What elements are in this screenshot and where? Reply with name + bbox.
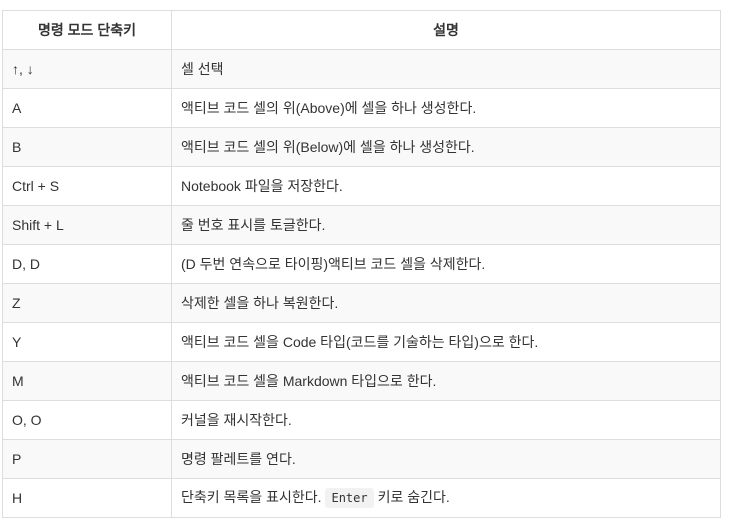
table-row: Shift + L 줄 번호 표시를 토글한다.	[2, 205, 721, 245]
shortcut-key: M	[2, 361, 172, 401]
shortcut-key: B	[2, 127, 172, 167]
table-header-row: 명령 모드 단축키 설명	[2, 10, 721, 50]
shortcut-description: 단축키 목록을 표시한다. Enter 키로 숨긴다.	[171, 478, 721, 518]
shortcut-table: 명령 모드 단축키 설명 ↑, ↓ 셀 선택 A 액티브 코드 셀의 위(Abo…	[2, 10, 721, 518]
table-row: B 액티브 코드 셀의 위(Below)에 셀을 하나 생성한다.	[2, 127, 721, 167]
table-row: M 액티브 코드 셀을 Markdown 타입으로 한다.	[2, 361, 721, 401]
shortcut-key: P	[2, 439, 172, 479]
description-text: 키로 숨긴다.	[377, 489, 450, 505]
table-row: P 명령 팔레트를 연다.	[2, 439, 721, 479]
shortcut-key: Shift + L	[2, 205, 172, 245]
table-row: H 단축키 목록을 표시한다. Enter 키로 숨긴다.	[2, 478, 721, 518]
shortcut-description: 커널을 재시작한다.	[171, 400, 721, 440]
shortcut-table-container: 명령 모드 단축키 설명 ↑, ↓ 셀 선택 A 액티브 코드 셀의 위(Abo…	[2, 10, 721, 518]
shortcut-description: 삭제한 셀을 하나 복원한다.	[171, 283, 721, 323]
enter-key-code: Enter	[325, 488, 374, 508]
shortcut-description: 액티브 코드 셀의 위(Above)에 셀을 하나 생성한다.	[171, 88, 721, 128]
description-text: 단축키 목록을 표시한다.	[181, 489, 322, 505]
shortcut-description: 셀 선택	[171, 49, 721, 89]
shortcut-description: 액티브 코드 셀의 위(Below)에 셀을 하나 생성한다.	[171, 127, 721, 167]
shortcut-key: O, O	[2, 400, 172, 440]
shortcut-description: Notebook 파일을 저장한다.	[171, 166, 721, 206]
shortcut-description: 액티브 코드 셀을 Markdown 타입으로 한다.	[171, 361, 721, 401]
table-row: Ctrl + S Notebook 파일을 저장한다.	[2, 166, 721, 206]
table-row: D, D (D 두번 연속으로 타이핑)액티브 코드 셀을 삭제한다.	[2, 244, 721, 284]
shortcut-key: Ctrl + S	[2, 166, 172, 206]
shortcut-key: A	[2, 88, 172, 128]
table-row: A 액티브 코드 셀의 위(Above)에 셀을 하나 생성한다.	[2, 88, 721, 128]
shortcut-key: H	[2, 478, 172, 518]
shortcut-key: D, D	[2, 244, 172, 284]
shortcut-description: 줄 번호 표시를 토글한다.	[171, 205, 721, 245]
shortcut-description: (D 두번 연속으로 타이핑)액티브 코드 셀을 삭제한다.	[171, 244, 721, 284]
header-description: 설명	[171, 10, 721, 50]
table-row: O, O 커널을 재시작한다.	[2, 400, 721, 440]
shortcut-key: ↑, ↓	[2, 49, 172, 89]
shortcut-key: Y	[2, 322, 172, 362]
header-shortcut: 명령 모드 단축키	[2, 10, 172, 50]
table-row: Z 삭제한 셀을 하나 복원한다.	[2, 283, 721, 323]
shortcut-description: 명령 팔레트를 연다.	[171, 439, 721, 479]
table-row: Y 액티브 코드 셀을 Code 타입(코드를 기술하는 타입)으로 한다.	[2, 322, 721, 362]
table-row: ↑, ↓ 셀 선택	[2, 49, 721, 89]
shortcut-key: Z	[2, 283, 172, 323]
shortcut-description: 액티브 코드 셀을 Code 타입(코드를 기술하는 타입)으로 한다.	[171, 322, 721, 362]
